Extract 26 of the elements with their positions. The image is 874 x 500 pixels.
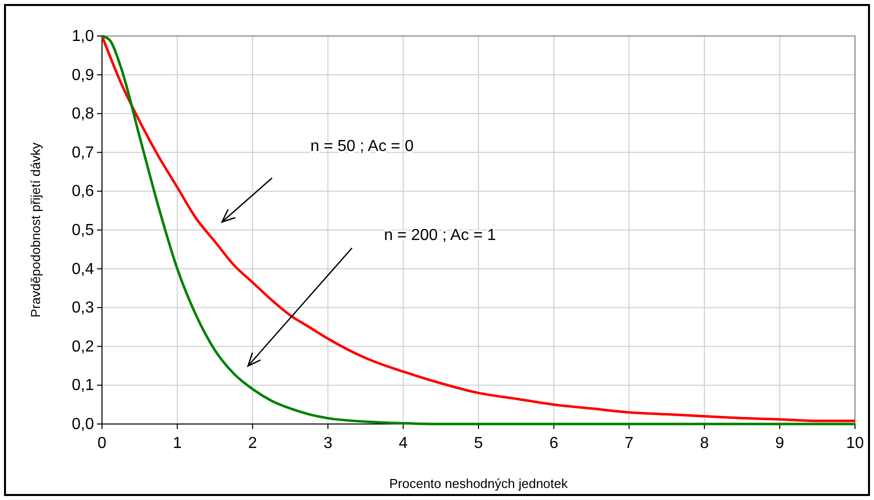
- y-tick-label: 0,6: [72, 183, 94, 200]
- x-tick-label: 10: [846, 435, 864, 452]
- x-tick-label: 9: [775, 435, 784, 452]
- y-tick-label: 0,4: [72, 260, 94, 278]
- y-tick-label: 0,1: [72, 377, 94, 394]
- y-tick-label: 0,8: [72, 106, 94, 123]
- x-tick-label: 8: [700, 435, 709, 452]
- x-tick-label: 2: [248, 435, 258, 452]
- y-tick-label: 0,7: [72, 144, 94, 162]
- x-tick-label: 3: [323, 435, 332, 452]
- x-tick-label: 5: [474, 435, 484, 452]
- y-tick-label: 0,2: [72, 338, 94, 356]
- y-tick-label: 0,9: [72, 66, 94, 84]
- y-tick-label: 0,3: [72, 300, 94, 317]
- y-tick-label: 0,5: [72, 222, 94, 239]
- annotation: n = 50 ; Ac = 0: [310, 138, 414, 155]
- x-tick-label: 1: [172, 435, 182, 452]
- annotation: n = 200 ; Ac = 1: [384, 227, 496, 244]
- x-tick-label: 0: [98, 435, 107, 452]
- x-axis-title: Procento neshodných jednotek: [389, 476, 568, 491]
- y-tick-label: 1,0: [72, 28, 94, 45]
- x-tick-label: 7: [624, 435, 634, 452]
- x-tick-label: 6: [549, 435, 558, 452]
- y-axis-title: Pravděpodobnost přijetí dávky: [28, 142, 43, 318]
- y-tick-label: 0,0: [72, 416, 94, 433]
- x-tick-label: 4: [398, 435, 408, 452]
